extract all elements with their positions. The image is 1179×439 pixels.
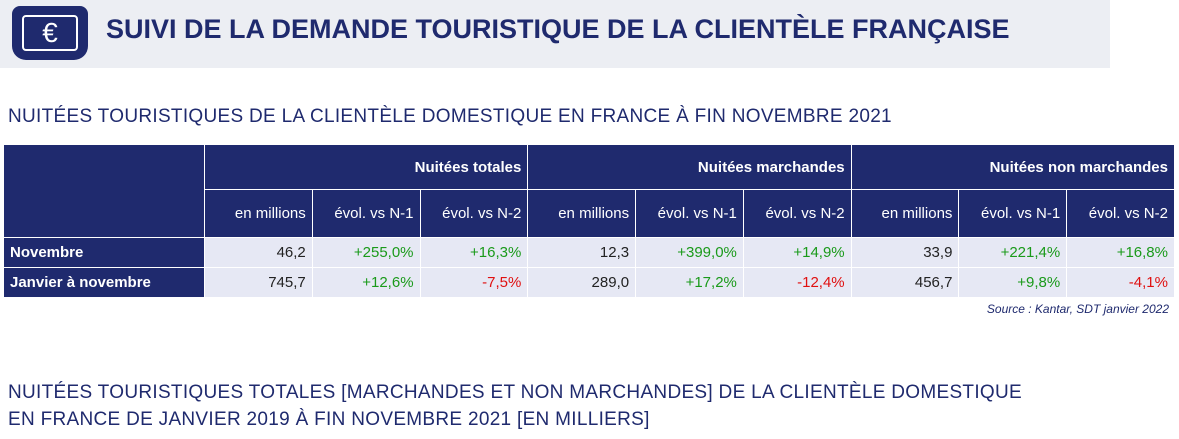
- chart-title-line: NUITÉES TOURISTIQUES TOTALES [MARCHANDES…: [8, 382, 1022, 403]
- value-cell: +12,6%: [312, 268, 421, 298]
- value-cell: +399,0%: [636, 238, 744, 268]
- column-header: évol. vs N-2: [743, 190, 852, 238]
- column-header: évol. vs N-1: [312, 190, 421, 238]
- value-cell: 33,9: [851, 238, 960, 268]
- value-cell: 46,2: [205, 238, 313, 268]
- group-header: Nuitées marchandes: [528, 145, 852, 190]
- euro-symbol: €: [22, 15, 78, 51]
- data-table: Nuitées totales Nuitées marchandes Nuitées…: [4, 145, 1175, 298]
- column-header: en millions: [851, 190, 960, 238]
- column-header: évol. vs N-2: [1067, 190, 1175, 238]
- column-header: évol. vs N-2: [420, 190, 529, 238]
- row-label: Novembre: [4, 238, 205, 268]
- row-label: Janvier à novembre: [4, 268, 205, 298]
- column-header: évol. vs N-1: [959, 190, 1068, 238]
- corner-cell: [4, 145, 205, 238]
- source-note: Source : Kantar, SDT janvier 2022: [986, 302, 1169, 316]
- euro-icon: €: [12, 6, 88, 60]
- value-cell: +14,9%: [743, 238, 852, 268]
- value-cell: -12,4%: [743, 268, 852, 298]
- value-cell: -7,5%: [420, 268, 529, 298]
- value-cell: +221,4%: [959, 238, 1068, 268]
- value-cell: +16,3%: [420, 238, 529, 268]
- value-cell: +17,2%: [636, 268, 744, 298]
- value-cell: +255,0%: [312, 238, 421, 268]
- value-cell: +9,8%: [959, 268, 1068, 298]
- column-header: en millions: [528, 190, 637, 238]
- value-cell: +16,8%: [1067, 238, 1175, 268]
- group-header: Nuitées totales: [205, 145, 529, 190]
- value-cell: 456,7: [851, 268, 960, 298]
- table-title: NUITÉES TOURISTIQUES DE LA CLIENTÈLE DOM…: [8, 106, 892, 127]
- value-cell: -4,1%: [1067, 268, 1175, 298]
- column-header: en millions: [205, 190, 313, 238]
- main-title: SUIVI DE LA DEMANDE TOURISTIQUE DE LA CL…: [106, 14, 1010, 44]
- value-cell: 12,3: [528, 238, 637, 268]
- banner: [0, 0, 1110, 68]
- value-cell: 745,7: [205, 268, 313, 298]
- column-header: évol. vs N-1: [636, 190, 744, 238]
- value-cell: 289,0: [528, 268, 637, 298]
- chart-title-line: EN FRANCE DE JANVIER 2019 À FIN NOVEMBRE…: [8, 409, 650, 430]
- group-header: Nuitées non marchandes: [851, 145, 1175, 190]
